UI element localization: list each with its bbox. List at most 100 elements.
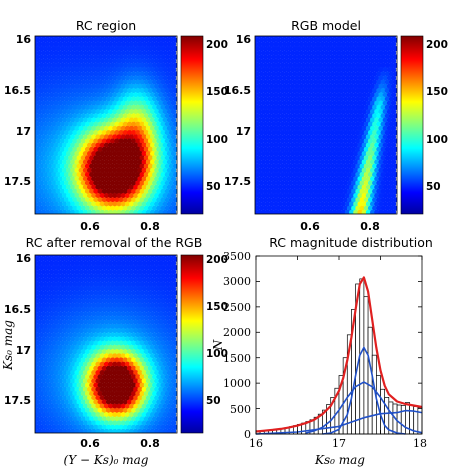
heatmap-cell (374, 41, 380, 48)
heatmap-cell (87, 117, 93, 123)
y-tick-label: 1000 (223, 377, 251, 390)
heatmap-cell (168, 340, 175, 346)
heatmap-cell (57, 336, 63, 342)
heatmap-cell (133, 50, 139, 56)
heatmap-cell (166, 353, 172, 359)
heatmap-cell (382, 41, 388, 48)
heatmap-cell (47, 71, 53, 77)
heatmap-cell (317, 138, 323, 144)
heatmap-cell (63, 96, 70, 102)
heatmap-cells (35, 36, 177, 214)
heatmap-cell (45, 378, 51, 384)
heatmap-cell (158, 260, 164, 266)
heatmap-cell (139, 155, 145, 161)
heatmap-cell (61, 209, 67, 214)
heatmap-cell (91, 167, 97, 173)
heatmap-cell (277, 100, 283, 106)
heatmap-cell (49, 176, 55, 182)
heatmap-cell (258, 205, 264, 211)
heatmap-cell (372, 104, 378, 110)
heatmap-cell (344, 92, 350, 98)
heatmap-cell (152, 365, 158, 371)
heatmap-cell (378, 83, 384, 89)
heatmap-cell (277, 92, 283, 98)
heatmap-cell (42, 113, 49, 119)
heatmap-cell (147, 256, 154, 262)
heatmap-cell (93, 391, 99, 397)
heatmap-cell (116, 353, 122, 359)
heatmap-cell (49, 328, 55, 334)
heatmap-cell (160, 273, 166, 279)
heatmap-cell (124, 328, 130, 334)
heatmap-cell (137, 378, 143, 384)
heatmap-cell (154, 58, 160, 64)
heatmap-cell (141, 302, 147, 308)
heatmap-cell (82, 142, 88, 148)
heatmap-cell (168, 180, 175, 186)
heatmap-cell (171, 269, 177, 275)
heatmap-cell (296, 138, 302, 144)
heatmap-cell (97, 121, 103, 127)
heatmap-cell (378, 67, 384, 73)
heatmap-cell (168, 96, 175, 102)
heatmap-cell (164, 46, 170, 52)
heatmap-cell (131, 46, 137, 52)
heatmap-cell (361, 209, 367, 214)
heatmap-cell (137, 269, 143, 275)
heatmap-cell (72, 340, 78, 346)
heatmap-cell (95, 58, 101, 64)
heatmap-cell (294, 125, 300, 131)
heatmap-cell (97, 197, 103, 203)
heatmap-cell (72, 46, 78, 52)
heatmap-cell (255, 205, 260, 211)
heatmap-cell (137, 159, 143, 165)
heatmap-cell (135, 315, 141, 321)
heatmap-cell (129, 353, 135, 359)
heatmap-cell (323, 167, 329, 173)
heatmap-cell (391, 92, 397, 98)
heatmap-cell (269, 176, 275, 182)
heatmap-cell (82, 100, 88, 106)
heatmap-cell (313, 37, 319, 43)
heatmap-cell (143, 323, 149, 329)
heatmap-cell (51, 62, 57, 68)
heatmap-cell (93, 163, 99, 169)
heatmap-cell (51, 54, 57, 60)
heatmap-cell (367, 71, 374, 77)
heatmap-cell (78, 344, 84, 350)
heatmap-cell (162, 403, 168, 409)
heatmap-cell (45, 269, 51, 275)
heatmap-cell (40, 370, 47, 376)
heatmap-cell (273, 41, 279, 48)
heatmap-cell (72, 416, 78, 422)
heatmap-cell (118, 349, 124, 355)
heatmap-cell (72, 96, 78, 102)
heatmap-cell (267, 37, 273, 43)
heatmap-cell (49, 109, 55, 115)
heatmap-cell (110, 146, 116, 152)
heatmap-cell (355, 146, 361, 152)
heatmap-cell (150, 176, 156, 182)
heatmap-cell (72, 323, 78, 329)
heatmap-cell (391, 67, 397, 73)
heatmap-cell (137, 134, 143, 140)
heatmap-cell (152, 180, 158, 186)
heatmap-cell (260, 100, 266, 106)
heatmap-cell (55, 349, 61, 355)
heatmap-cell (359, 180, 365, 186)
heatmap-cell (76, 113, 82, 119)
heatmap-cell (135, 37, 141, 43)
heatmap-cell (70, 134, 76, 140)
heatmap-cell (386, 142, 392, 148)
heatmap-cell (147, 121, 154, 127)
heatmap-cell (82, 344, 88, 350)
heatmap-cell (40, 328, 47, 334)
heatmap-cell (59, 265, 65, 271)
heatmap-cell (355, 46, 361, 52)
heatmap-cell (380, 197, 386, 203)
heatmap-cell (313, 197, 319, 203)
heatmap-cell (53, 269, 59, 275)
heatmap-cell (393, 205, 397, 211)
heatmap-cell (382, 159, 388, 165)
heatmap-cell (323, 100, 329, 106)
